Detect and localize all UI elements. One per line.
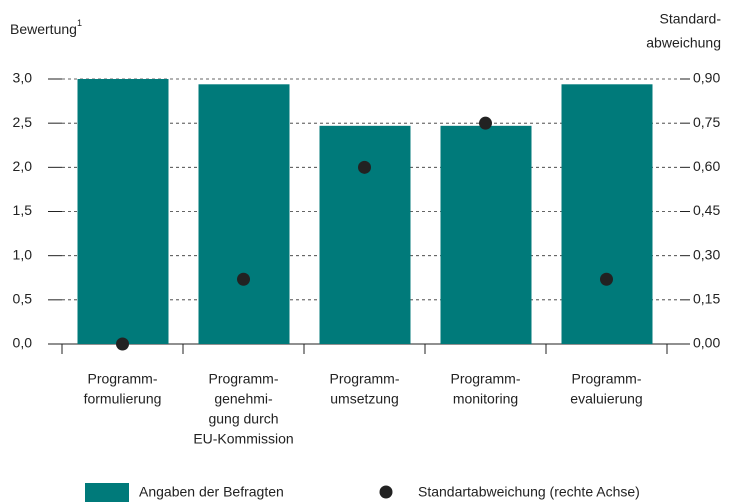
bar — [561, 84, 653, 345]
y2-tick-label: 0,90 — [693, 70, 720, 86]
x-tick-label: gung durch — [208, 411, 278, 427]
bar — [198, 84, 290, 345]
dot — [600, 272, 613, 286]
y-tick-label: 2,5 — [13, 114, 33, 130]
bar — [319, 125, 411, 344]
y-tick-label: 3,0 — [13, 70, 33, 86]
legend-label: Angaben der Befragten — [139, 484, 284, 500]
bar — [77, 79, 169, 344]
dot — [358, 160, 371, 174]
x-tick-label: Programm- — [208, 371, 278, 387]
y2-tick-label: 0,75 — [693, 114, 720, 130]
legend-label: Standartabweichung (rechte Achse) — [418, 484, 640, 500]
x-tick-label: Programm- — [450, 371, 520, 387]
legend-swatch — [85, 483, 129, 502]
y-axis-label: Bewertung1 — [10, 18, 82, 36]
dot — [116, 337, 129, 351]
legend-swatch — [379, 485, 393, 499]
y2-tick-label: 0,30 — [693, 246, 720, 262]
x-tick-label: evaluierung — [570, 391, 642, 407]
y-tick-label: 2,0 — [13, 158, 33, 174]
x-tick-label: Programm- — [329, 371, 399, 387]
y2-tick-label: 0,45 — [693, 202, 720, 218]
x-tick-label: formulierung — [84, 391, 162, 407]
y-label-note: 1 — [77, 18, 82, 28]
x-tick-label: Programm- — [87, 371, 157, 387]
y-label-text: Bewertung — [10, 21, 77, 37]
y-tick-label: 1,0 — [13, 246, 33, 262]
y2-tick-label: 0,00 — [693, 335, 720, 351]
x-tick-label: monitoring — [453, 391, 518, 407]
y2-tick-label: 0,60 — [693, 158, 720, 174]
y-tick-label: 1,5 — [13, 202, 33, 218]
bar — [440, 125, 532, 344]
dot — [479, 116, 492, 130]
y2-label-line: Standard- — [660, 11, 722, 27]
y2-tick-label: 0,15 — [693, 291, 720, 307]
y-tick-label: 0,0 — [13, 335, 33, 351]
x-tick-label: EU-Kommission — [193, 431, 293, 447]
y2-label-line: abweichung — [646, 35, 721, 51]
x-tick-label: genehmi- — [214, 391, 273, 407]
y-tick-label: 0,5 — [13, 291, 33, 307]
x-tick-label: Programm- — [571, 371, 641, 387]
dot — [237, 272, 250, 286]
x-tick-label: umsetzung — [330, 391, 398, 407]
